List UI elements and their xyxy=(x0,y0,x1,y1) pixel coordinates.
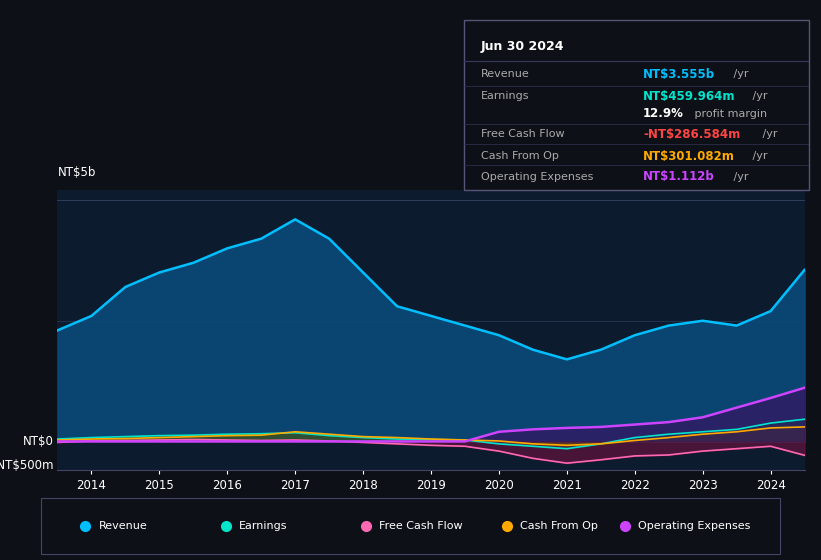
Text: Operating Expenses: Operating Expenses xyxy=(481,172,594,182)
Text: /yr: /yr xyxy=(750,91,768,101)
Text: NT$5b: NT$5b xyxy=(57,166,96,179)
Text: /yr: /yr xyxy=(730,69,749,80)
Text: Jun 30 2024: Jun 30 2024 xyxy=(481,40,565,53)
Text: NT$1.112b: NT$1.112b xyxy=(643,170,715,183)
Text: profit margin: profit margin xyxy=(691,109,768,119)
Text: Free Cash Flow: Free Cash Flow xyxy=(481,129,565,139)
Text: NT$459.964m: NT$459.964m xyxy=(643,90,736,103)
Text: -NT$286.584m: -NT$286.584m xyxy=(643,128,741,141)
Text: Cash From Op: Cash From Op xyxy=(481,151,559,161)
Text: NT$301.082m: NT$301.082m xyxy=(643,150,735,163)
Text: Cash From Op: Cash From Op xyxy=(520,521,598,531)
Text: Revenue: Revenue xyxy=(481,69,530,80)
Text: Free Cash Flow: Free Cash Flow xyxy=(379,521,463,531)
Text: 12.9%: 12.9% xyxy=(643,107,684,120)
Text: Operating Expenses: Operating Expenses xyxy=(638,521,750,531)
Text: /yr: /yr xyxy=(759,129,777,139)
Text: NT$0: NT$0 xyxy=(23,435,53,448)
Text: /yr: /yr xyxy=(730,172,749,182)
Text: NT$3.555b: NT$3.555b xyxy=(643,68,715,81)
Text: Revenue: Revenue xyxy=(99,521,148,531)
Text: Earnings: Earnings xyxy=(481,91,530,101)
Text: -NT$500m: -NT$500m xyxy=(0,459,53,472)
Text: /yr: /yr xyxy=(750,151,768,161)
Text: Earnings: Earnings xyxy=(239,521,287,531)
